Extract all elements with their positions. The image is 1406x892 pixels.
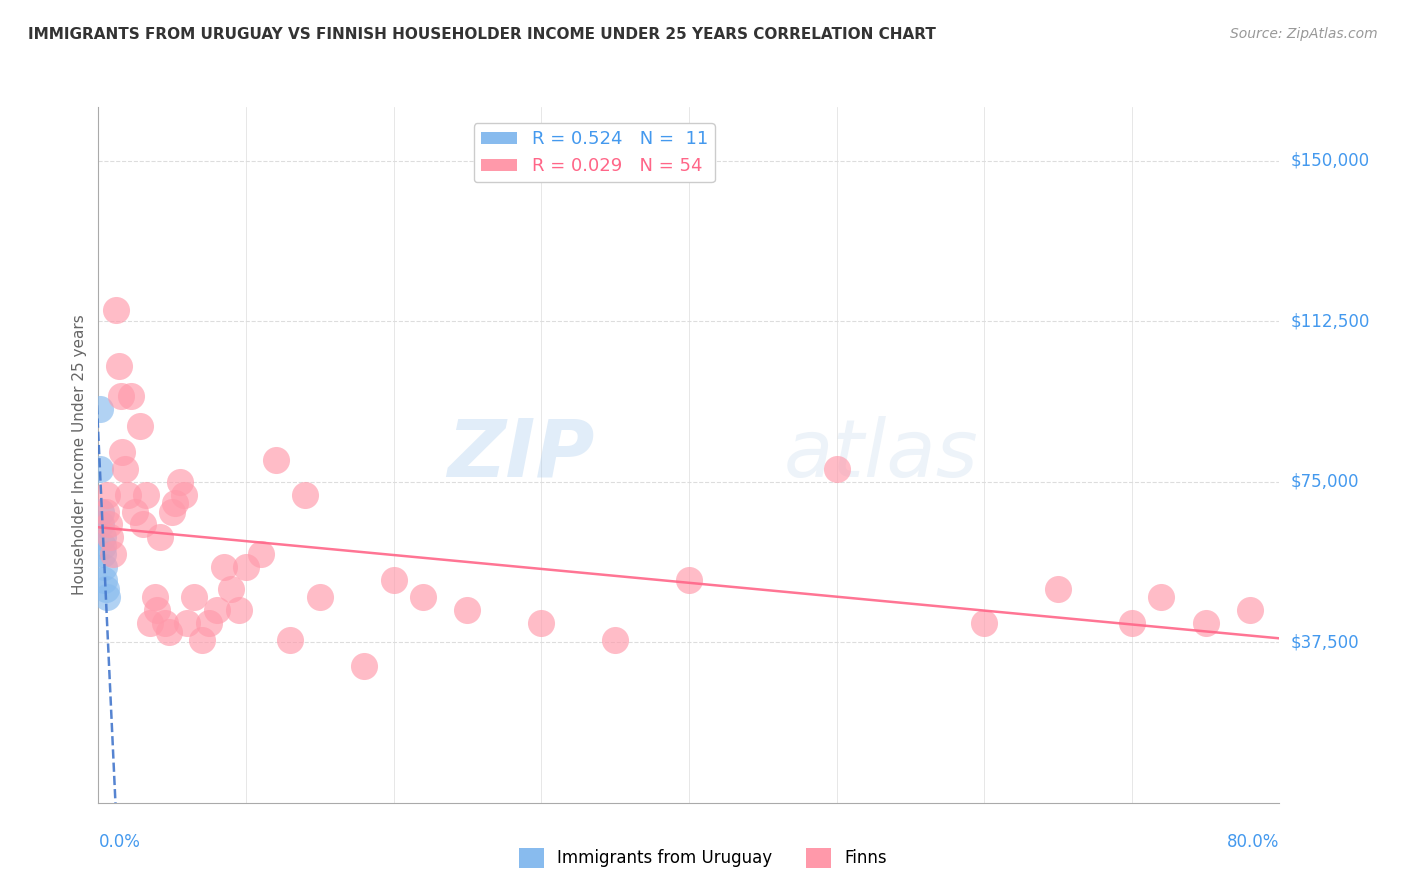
Point	[219, 582, 242, 596]
Point	[162, 505, 183, 519]
Point	[103, 548, 125, 562]
Point	[605, 633, 627, 648]
Point	[153, 615, 176, 630]
Point	[128, 419, 150, 434]
Legend: Immigrants from Uruguay, Finns: Immigrants from Uruguay, Finns	[512, 841, 894, 875]
Point	[191, 633, 214, 648]
Text: 80.0%: 80.0%	[1227, 833, 1279, 851]
Point	[91, 548, 114, 562]
Point	[1046, 582, 1069, 596]
Point	[198, 615, 221, 630]
Point	[169, 475, 191, 489]
Point	[235, 560, 257, 574]
Text: ZIP: ZIP	[447, 416, 595, 494]
Point	[91, 530, 114, 544]
Text: $75,000: $75,000	[1291, 473, 1360, 491]
Point	[264, 453, 287, 467]
Point	[97, 517, 120, 532]
Point	[205, 603, 228, 617]
Point	[183, 591, 205, 605]
Point	[120, 389, 142, 403]
Point	[149, 530, 172, 544]
Point	[1195, 615, 1218, 630]
Point	[96, 591, 118, 605]
Point	[98, 530, 121, 544]
Point	[90, 517, 112, 532]
Point	[212, 560, 235, 574]
Point	[412, 591, 434, 605]
Point	[678, 573, 700, 587]
Point	[90, 505, 112, 519]
Point	[124, 505, 146, 519]
Point	[530, 615, 553, 630]
Point	[157, 624, 180, 639]
Point	[294, 487, 316, 501]
Point	[114, 462, 136, 476]
Point	[117, 487, 139, 501]
Point	[139, 615, 162, 630]
Point	[96, 487, 118, 501]
Point	[111, 444, 134, 458]
Text: Source: ZipAtlas.com: Source: ZipAtlas.com	[1230, 27, 1378, 41]
Point	[108, 359, 131, 373]
Point	[250, 548, 273, 562]
Point	[94, 505, 117, 519]
Point	[309, 591, 332, 605]
Text: IMMIGRANTS FROM URUGUAY VS FINNISH HOUSEHOLDER INCOME UNDER 25 YEARS CORRELATION: IMMIGRANTS FROM URUGUAY VS FINNISH HOUSE…	[28, 27, 936, 42]
Point	[456, 603, 478, 617]
Point	[91, 539, 114, 553]
Point	[93, 560, 115, 574]
Point	[825, 462, 848, 476]
Point	[105, 303, 128, 318]
Point	[132, 517, 155, 532]
Point	[973, 615, 995, 630]
Point	[278, 633, 302, 648]
Point	[173, 487, 195, 501]
Point	[135, 487, 157, 501]
Text: $37,500: $37,500	[1291, 633, 1360, 651]
Text: $150,000: $150,000	[1291, 152, 1369, 169]
Legend: R = 0.524   N =  11, R = 0.029   N = 54: R = 0.524 N = 11, R = 0.029 N = 54	[474, 123, 716, 183]
Point	[382, 573, 405, 587]
Point	[228, 603, 250, 617]
Text: 0.0%: 0.0%	[98, 833, 141, 851]
Point	[1239, 603, 1261, 617]
Point	[165, 496, 187, 510]
Point	[146, 603, 169, 617]
Point	[353, 658, 375, 673]
Point	[110, 389, 132, 403]
Point	[1121, 615, 1143, 630]
Point	[89, 401, 111, 416]
Text: $112,500: $112,500	[1291, 312, 1369, 330]
Y-axis label: Householder Income Under 25 years: Householder Income Under 25 years	[72, 315, 87, 595]
Text: atlas: atlas	[783, 416, 979, 494]
Point	[143, 591, 166, 605]
Point	[93, 573, 115, 587]
Point	[1150, 591, 1173, 605]
Point	[89, 462, 111, 476]
Point	[176, 615, 198, 630]
Point	[94, 582, 117, 596]
